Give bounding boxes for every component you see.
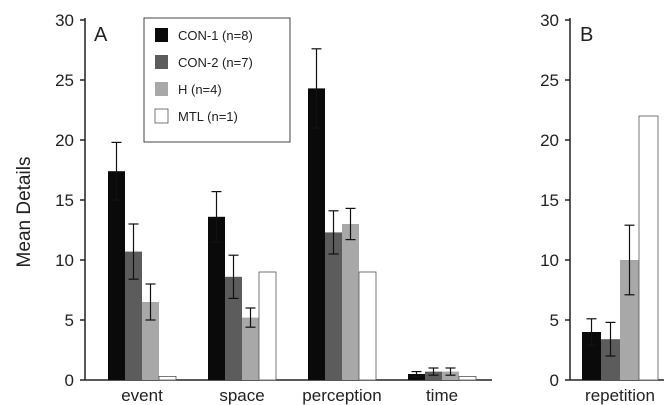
y-tick-label: 25 xyxy=(55,71,74,90)
bar-repetition-0 xyxy=(582,332,601,380)
category-label: time xyxy=(426,386,458,405)
y-tick-label: 30 xyxy=(55,11,74,30)
y-tick-label: 0 xyxy=(65,371,74,390)
bar-perception-0 xyxy=(308,88,325,381)
category-label: perception xyxy=(302,386,381,405)
bar-event-1 xyxy=(125,251,142,380)
bar-perception-2 xyxy=(342,224,359,380)
y-tick-label: 15 xyxy=(55,191,74,210)
y-tick-label: 20 xyxy=(55,131,74,150)
y-axis-label: Mean Details xyxy=(14,157,35,268)
legend-label: CON-1 (n=8) xyxy=(178,28,253,43)
bar-event-2 xyxy=(142,302,159,380)
category-label: event xyxy=(121,386,163,405)
bar-repetition-3 xyxy=(638,115,659,381)
category-label: space xyxy=(219,386,264,405)
legend-swatch xyxy=(154,108,169,124)
bar-perception-1 xyxy=(325,232,342,380)
y-tick-label: 0 xyxy=(550,371,559,390)
y-tick-label: 10 xyxy=(55,251,74,270)
panel-label: B xyxy=(580,24,593,46)
legend-swatch xyxy=(155,28,168,42)
legend-label: H (n=4) xyxy=(178,82,222,97)
bar-event-0 xyxy=(108,171,125,380)
y-tick-label: 10 xyxy=(540,251,559,270)
bar-repetition-2 xyxy=(620,260,639,380)
bar-space-0 xyxy=(208,216,225,380)
legend-label: CON-2 (n=7) xyxy=(178,55,253,70)
y-tick-label: 30 xyxy=(540,11,559,30)
bar-repetition-1 xyxy=(601,339,620,380)
bar-perception-3 xyxy=(358,271,377,381)
y-tick-label: 5 xyxy=(550,311,559,330)
bar-event-3 xyxy=(158,375,177,381)
y-tick-label: 20 xyxy=(540,131,559,150)
legend-swatch xyxy=(155,55,168,69)
y-tick-label: 5 xyxy=(65,311,74,330)
bar-time-3 xyxy=(458,375,477,381)
legend-label: MTL (n=1) xyxy=(178,109,238,124)
category-label: repetition xyxy=(585,386,655,405)
y-tick-label: 15 xyxy=(540,191,559,210)
panel-label: A xyxy=(94,24,108,46)
bar-space-1 xyxy=(225,276,242,380)
legend-swatch xyxy=(155,82,168,96)
y-tick-label: 25 xyxy=(540,71,559,90)
bar-space-2 xyxy=(242,317,259,380)
bar-space-3 xyxy=(258,271,277,381)
